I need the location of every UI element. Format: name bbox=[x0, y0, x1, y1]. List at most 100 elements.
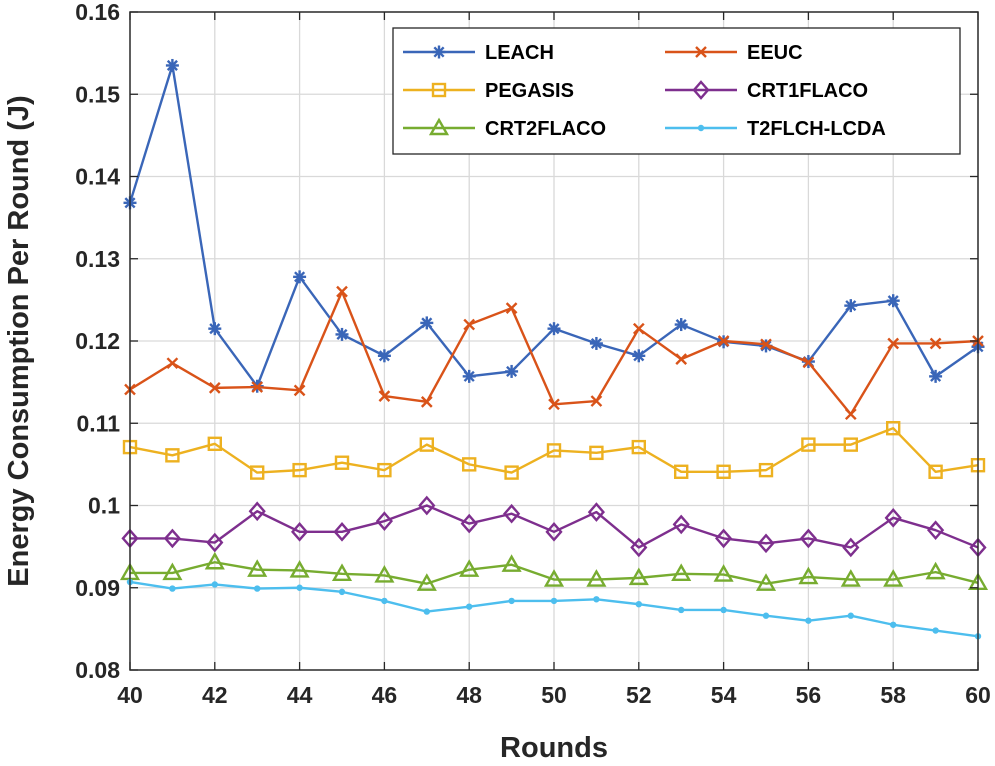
series-t2flch-lcda bbox=[126, 578, 982, 640]
data-point bbox=[586, 569, 607, 587]
data-point bbox=[929, 369, 943, 383]
y-tick-label: 0.12 bbox=[75, 328, 120, 354]
data-point bbox=[844, 299, 858, 313]
series-crt1flaco bbox=[121, 495, 987, 558]
y-axis-label: Energy Consumption Per Round (J) bbox=[3, 95, 35, 586]
x-tick-label: 56 bbox=[796, 682, 822, 708]
data-point bbox=[462, 457, 477, 472]
data-point bbox=[247, 559, 268, 577]
data-point bbox=[717, 335, 730, 347]
data-point bbox=[208, 322, 222, 336]
data-point bbox=[462, 369, 476, 383]
legend-marker bbox=[432, 45, 446, 59]
data-point bbox=[674, 464, 689, 479]
data-point bbox=[925, 561, 946, 580]
data-point bbox=[331, 563, 353, 581]
legend-marker bbox=[428, 117, 450, 136]
y-axis-ticks: 0.08 0.09 0.1 0.11 0.12 0.13 0.14 0.15 0.16 bbox=[75, 0, 978, 683]
data-point bbox=[333, 521, 351, 542]
legend-label: EEUC bbox=[747, 42, 803, 64]
data-point bbox=[635, 601, 642, 608]
data-point bbox=[929, 337, 942, 350]
data-point bbox=[338, 588, 346, 596]
y-tick-label: 0.08 bbox=[75, 657, 120, 683]
data-point bbox=[208, 382, 221, 394]
x-tick-label: 52 bbox=[626, 682, 652, 708]
data-point bbox=[932, 627, 939, 634]
data-point bbox=[678, 606, 685, 614]
data-point bbox=[847, 612, 854, 619]
x-tick-label: 58 bbox=[880, 682, 906, 708]
data-point bbox=[420, 396, 433, 408]
data-point bbox=[715, 528, 733, 549]
data-point bbox=[463, 318, 476, 331]
data-point bbox=[335, 327, 349, 341]
data-point bbox=[378, 390, 391, 402]
legend-item: EEUC bbox=[665, 42, 803, 64]
data-point bbox=[505, 302, 518, 314]
data-point bbox=[504, 465, 519, 480]
series-lines bbox=[119, 58, 989, 640]
x-tick-label: 40 bbox=[117, 682, 143, 708]
x-tick-label: 42 bbox=[202, 682, 228, 708]
series-line bbox=[130, 561, 979, 585]
x-tick-label: 54 bbox=[711, 682, 737, 708]
data-point bbox=[760, 338, 772, 351]
series-eeuc bbox=[124, 285, 984, 421]
data-point bbox=[293, 384, 306, 397]
data-point bbox=[204, 551, 225, 570]
data-point bbox=[292, 462, 307, 478]
data-point bbox=[420, 316, 434, 330]
data-point bbox=[799, 528, 817, 549]
data-point bbox=[628, 567, 649, 586]
legend-label: LEACH bbox=[485, 42, 554, 64]
data-point bbox=[293, 270, 307, 284]
x-tick-label: 44 bbox=[287, 682, 313, 708]
data-point bbox=[757, 533, 775, 554]
data-point bbox=[374, 564, 395, 583]
data-point bbox=[755, 573, 777, 591]
data-point bbox=[545, 521, 563, 542]
data-point bbox=[206, 532, 224, 553]
data-point bbox=[165, 448, 180, 463]
data-point bbox=[296, 584, 303, 591]
data-point bbox=[249, 465, 265, 480]
legend-label: PEGASIS bbox=[485, 80, 574, 102]
data-point bbox=[543, 569, 565, 587]
data-point bbox=[375, 511, 393, 531]
data-point bbox=[466, 603, 473, 610]
data-point bbox=[419, 437, 434, 452]
data-point bbox=[630, 537, 648, 558]
series-pegasis bbox=[122, 420, 986, 480]
data-point bbox=[508, 597, 515, 605]
data-point bbox=[671, 563, 692, 581]
data-point bbox=[163, 528, 181, 549]
data-point bbox=[884, 508, 902, 528]
data-point bbox=[886, 420, 901, 436]
data-point bbox=[416, 573, 437, 591]
x-tick-label: 60 bbox=[965, 682, 991, 708]
data-point bbox=[842, 537, 860, 558]
data-point bbox=[844, 408, 857, 421]
data-point bbox=[887, 337, 900, 350]
data-point bbox=[590, 395, 603, 407]
data-point bbox=[166, 357, 179, 370]
y-tick-label: 0.13 bbox=[75, 246, 120, 272]
legend-label: T2FLCH-LCDA bbox=[747, 118, 886, 140]
legend-item: CRT1FLACO bbox=[665, 80, 868, 102]
data-point bbox=[928, 464, 943, 479]
legend: LEACH EEUC PEGASIS CRT1FLACO CRT2FLACO T2FLCH… bbox=[392, 27, 961, 155]
data-point bbox=[672, 514, 690, 535]
legend-marker bbox=[431, 82, 447, 98]
data-point bbox=[289, 560, 310, 578]
data-point bbox=[550, 597, 558, 605]
data-point bbox=[548, 398, 560, 411]
legend-item: LEACH bbox=[403, 42, 554, 64]
data-point bbox=[802, 356, 815, 369]
data-point bbox=[713, 564, 734, 582]
legend-label: CRT2FLACO bbox=[485, 118, 606, 140]
x-tick-label: 46 bbox=[372, 682, 398, 708]
y-tick-label: 0.1 bbox=[88, 493, 120, 519]
data-point bbox=[211, 581, 219, 588]
